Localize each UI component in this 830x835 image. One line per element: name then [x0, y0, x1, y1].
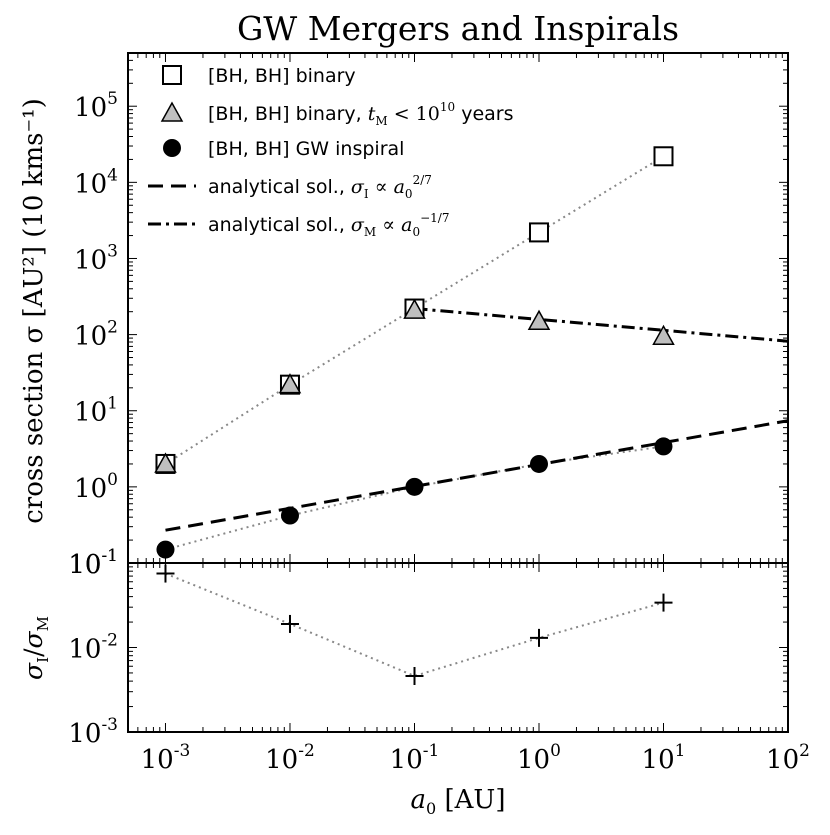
triangle-marker — [278, 373, 302, 394]
chart-title: GW Mergers and Inspirals — [237, 9, 679, 48]
plus-marker — [529, 628, 548, 647]
ratio-plot-panel: 10-3 10-2 10-1 — [68, 546, 789, 749]
open-square-marker — [653, 146, 674, 167]
main-series-layer — [154, 146, 788, 559]
legend-entry-label: [BH, BH] binary — [208, 65, 356, 87]
triangle-marker — [403, 298, 426, 319]
series-markers — [154, 146, 675, 559]
open-square-marker — [528, 222, 549, 243]
y-tick-label: 105 — [74, 89, 118, 123]
filled-circle-marker — [156, 540, 175, 559]
y-tick-label: 102 — [74, 318, 118, 352]
y-tick-label: 100 — [74, 470, 118, 504]
x-tick-label: 102 — [766, 741, 810, 775]
y-tick-label: 10-3 — [68, 715, 118, 749]
y-tick-label: 101 — [74, 394, 118, 428]
legend-entry-label: analytical sol., σM ∝ a0−1/7 — [208, 211, 449, 239]
triangle-marker — [652, 324, 675, 346]
triangle-marker — [527, 309, 551, 330]
main-y-tick-labels: 10-1 100 101 102 103 104 105 — [68, 89, 118, 580]
ratio-y-axis-label: σI/σM — [19, 616, 52, 680]
plus-marker — [654, 593, 673, 612]
ratio-series-layer — [156, 564, 673, 685]
axis-ticks — [127, 52, 789, 733]
main-plot-frame — [127, 52, 789, 564]
filled-circle-marker — [529, 454, 548, 473]
legend-entry-label: analytical sol., σI ∝ a02/7 — [208, 173, 432, 201]
x-tick-label: 10-1 — [390, 741, 440, 775]
triangle-marker — [154, 452, 177, 473]
filled-circle-marker — [654, 437, 673, 456]
main-y-axis-label: cross section σ [AU²] (10 kms⁻¹) — [19, 98, 49, 524]
x-tick-label: 10-2 — [265, 741, 315, 775]
legend-entry-label: [BH, BH] binary, tM < 1010 years — [208, 100, 513, 128]
legend: [BH, BH] binary [BH, BH] binary, tM < 101… — [148, 65, 513, 239]
filled-circle-marker — [405, 477, 424, 496]
series-line — [414, 307, 788, 343]
x-tick-label: 100 — [517, 741, 561, 775]
legend-entry-label: [BH, BH] GW inspiral — [208, 138, 404, 160]
ratio-plot-frame — [127, 562, 789, 733]
ratio-y-tick-labels: 10-3 10-2 10-1 — [68, 546, 118, 749]
x-tick-label: 10-3 — [141, 741, 191, 775]
open-square-marker — [162, 65, 182, 85]
x-tick-labels: 10-3 10-2 10-1 100 101 102 — [141, 741, 810, 775]
triangle-marker — [160, 101, 184, 122]
y-tick-label: 103 — [74, 241, 118, 275]
plus-marker — [405, 666, 424, 685]
series-markers — [156, 564, 673, 685]
filled-circle-marker — [163, 139, 181, 157]
x-axis-label: a0 [AU] — [411, 785, 506, 818]
series-line — [165, 572, 664, 678]
series-lines — [165, 572, 664, 678]
series-line — [165, 419, 788, 532]
y-tick-label: 104 — [74, 165, 118, 199]
series-line — [165, 445, 664, 551]
plus-marker — [280, 614, 299, 633]
filled-circle-marker — [280, 506, 299, 525]
series-lines — [164, 155, 788, 551]
y-tick-label: 10-1 — [68, 546, 118, 580]
y-tick-label: 10-1 — [68, 546, 118, 580]
y-tick-label: 10-2 — [68, 631, 118, 665]
x-tick-label: 101 — [642, 741, 686, 775]
